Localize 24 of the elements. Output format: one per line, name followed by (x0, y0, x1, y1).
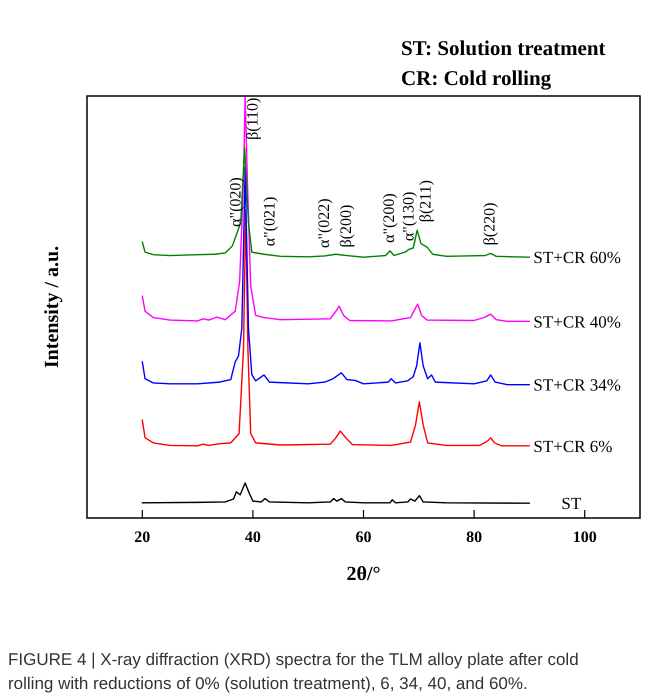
annotation: β(220) (482, 202, 499, 246)
series-label: ST+CR 40% (533, 312, 621, 332)
annotation: β(211) (417, 180, 434, 222)
annotation: α"(020) (227, 177, 244, 227)
text: ST: Solution treatment (401, 36, 606, 60)
series-label: ST+CR 60% (533, 248, 621, 268)
annotation: β(110) (244, 98, 262, 140)
x-tick-label: 60 (356, 529, 372, 546)
x-tick-label: 80 (466, 529, 482, 546)
annotation: α"(130) (400, 192, 418, 242)
series-label: ST (561, 494, 582, 514)
text: CR: Cold rolling (401, 66, 552, 90)
x-tick-label: 40 (244, 529, 261, 546)
annotation: α"(022) (316, 198, 333, 248)
annotation: α"(200) (381, 193, 398, 243)
x-tick-label: 20 (134, 529, 150, 546)
caption: FIGURE 4 | X-ray diffraction (XRD) spectra for the TLM alloy plate after cold rolling with reductions of 0% (solution treatment), 6, 34, 40, and 60%. (8, 649, 580, 693)
x-axis-title: 2θ/° (346, 563, 380, 585)
series-label: ST+CR 34% (533, 376, 621, 395)
series-label: ST+CR 6% (533, 436, 612, 456)
annotation: α"(021) (261, 196, 278, 246)
x-tick-label: 100 (572, 529, 597, 546)
y-axis-title: Intensity / a.u. (41, 246, 63, 368)
annotation: β(200) (338, 204, 355, 248)
